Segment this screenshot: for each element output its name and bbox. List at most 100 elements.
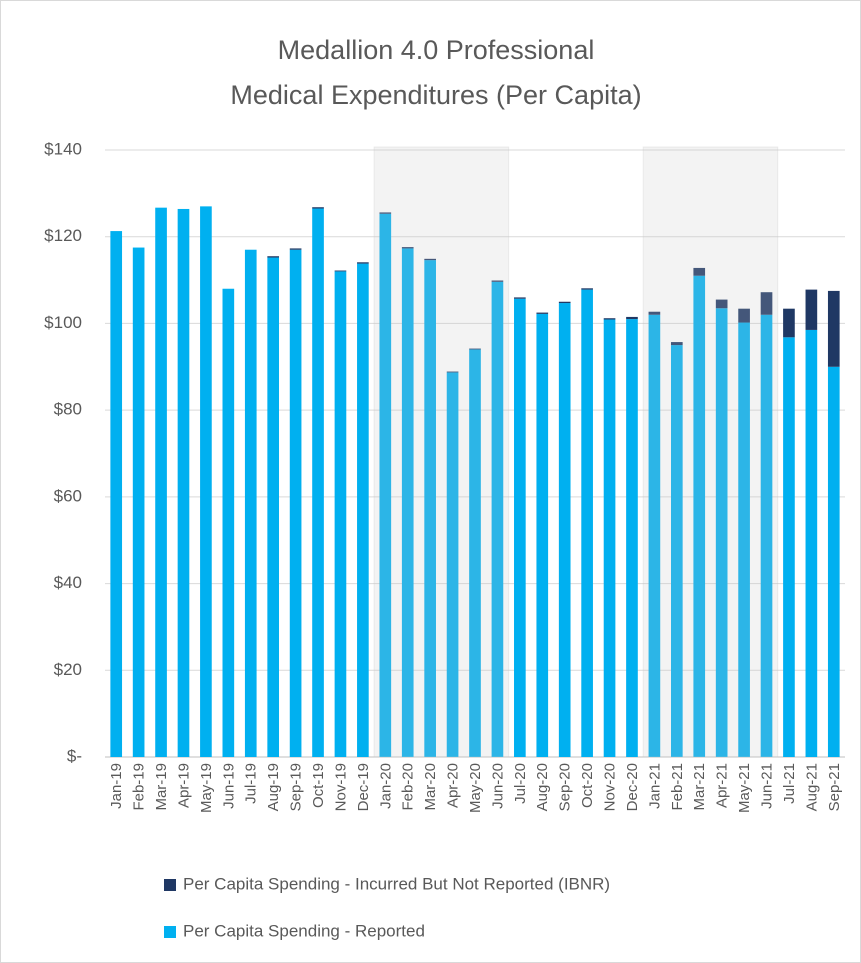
legend-label: Per Capita Spending - Incurred But Not R… (183, 874, 610, 893)
bar-segment (491, 280, 504, 282)
bar-segment (693, 275, 706, 757)
bar-segment (581, 288, 593, 290)
bar-segment (514, 297, 526, 299)
bar-segment (424, 260, 436, 757)
bar-segment (805, 329, 818, 757)
x-tick-label: Jan-19 (108, 763, 125, 809)
legend-swatch (164, 926, 176, 938)
x-tick-label: Oct-19 (310, 763, 327, 808)
bar-segment (783, 308, 795, 338)
bar-segment (379, 212, 392, 214)
x-tick-label: Sep-21 (826, 763, 843, 811)
bar-segment (558, 303, 571, 757)
highlight-region (373, 146, 510, 758)
bar-segment (558, 301, 571, 304)
legend-label: Per Capita Spending - Reported (183, 921, 425, 940)
bar-segment (738, 322, 750, 757)
bar-segment (648, 311, 661, 315)
bar-segment (738, 308, 750, 323)
bar-segment (424, 258, 436, 261)
bar-segment (312, 208, 324, 757)
bar-segment (379, 213, 392, 758)
bar-segment (536, 313, 549, 757)
bar-segment (670, 342, 683, 346)
x-tick-label: Dec-20 (624, 763, 641, 811)
x-tick-label: May-19 (198, 763, 215, 813)
x-tick-label: Apr-19 (175, 763, 192, 808)
bar-segment (715, 308, 728, 757)
y-tick-label: $100 (44, 313, 82, 332)
x-tick-label: Aug-19 (265, 763, 282, 811)
bar-segment (626, 316, 638, 320)
bar-segment (334, 271, 347, 757)
y-tick-label: $- (67, 746, 82, 765)
bar-segment (827, 366, 840, 757)
x-tick-label: Feb-19 (131, 763, 148, 811)
chart-title: Medallion 4.0 Professional (278, 35, 595, 65)
bar-segment (289, 248, 302, 250)
bar-segment (648, 314, 661, 757)
x-tick-label: Apr-20 (445, 763, 462, 808)
x-tick-label: Jun-20 (489, 763, 506, 809)
x-tick-label: Nov-19 (332, 763, 349, 811)
bar-segment (446, 372, 459, 757)
bar-segment (603, 318, 616, 320)
bar-segment (267, 257, 280, 757)
y-tick-label: $140 (44, 139, 82, 158)
bar-segment (155, 207, 167, 758)
bar-segment (177, 208, 190, 758)
bar-segment (469, 348, 481, 350)
x-tick-label: Feb-21 (669, 763, 686, 811)
x-tick-label: Jun-19 (220, 763, 237, 809)
x-tick-label: Jul-19 (243, 763, 260, 804)
x-tick-label: Sep-19 (288, 763, 305, 811)
x-tick-label: Mar-20 (422, 763, 439, 811)
bar-segment (670, 345, 683, 757)
bar-segment (132, 247, 145, 757)
chart-title: Medical Expenditures (Per Capita) (230, 80, 641, 110)
x-tick-label: Jul-21 (781, 763, 798, 804)
x-tick-label: Nov-20 (602, 763, 619, 811)
bar-segment (805, 289, 818, 330)
bar-segment (244, 249, 257, 757)
bar-segment (357, 263, 369, 757)
y-tick-label: $60 (54, 486, 82, 505)
x-tick-label: Aug-21 (803, 763, 820, 811)
bar-segment (289, 249, 302, 757)
x-tick-label: Jul-20 (512, 763, 529, 804)
x-tick-label: May-21 (736, 763, 753, 813)
y-tick-label: $80 (54, 400, 82, 419)
bar-segment (222, 288, 235, 757)
x-tick-label: Aug-20 (534, 763, 551, 811)
x-tick-label: Oct-20 (579, 763, 596, 808)
bar-segment (536, 312, 549, 314)
bar-segment (760, 292, 773, 315)
bar-segment (715, 299, 728, 309)
bar-segment (760, 314, 773, 757)
bar-segment (626, 319, 638, 757)
bar-segment (581, 289, 593, 757)
bar-segment (401, 247, 414, 249)
bar-segment (446, 371, 459, 373)
legend-swatch (164, 879, 176, 891)
y-tick-label: $20 (54, 660, 82, 679)
bar-segment (514, 298, 526, 757)
y-tick-label: $40 (54, 573, 82, 592)
bar-segment (827, 290, 840, 367)
x-tick-label: Jan-21 (646, 763, 663, 809)
bar-segment (469, 349, 481, 757)
x-tick-label: Dec-19 (355, 763, 372, 811)
y-tick-label: $120 (44, 226, 82, 245)
highlight-region (642, 146, 779, 758)
bar-segment (200, 206, 212, 758)
x-tick-label: Feb-20 (400, 763, 417, 811)
bar-segment (110, 231, 123, 757)
x-tick-label: Jan-20 (377, 763, 394, 809)
x-tick-label: Jun-21 (758, 763, 775, 809)
bar-segment (357, 262, 369, 264)
bar-segment (334, 270, 347, 272)
x-tick-label: Apr-21 (714, 763, 731, 808)
x-tick-label: Mar-19 (153, 763, 170, 811)
bar-segment (401, 248, 414, 757)
